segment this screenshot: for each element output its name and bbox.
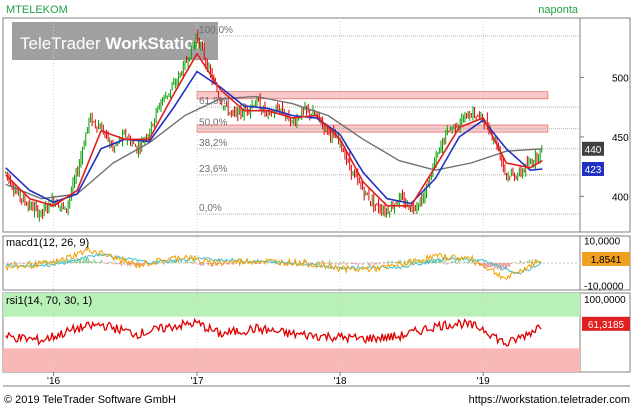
chart-interval: naponta	[538, 4, 579, 16]
macd-last-value-badge	[582, 251, 630, 266]
y-tick-label: 450	[612, 133, 629, 144]
rsi-last-value: 61,3185	[588, 320, 625, 331]
rsi-line	[5, 317, 542, 347]
panel-frame	[2, 17, 631, 233]
footer-url[interactable]: https://workstation.teletrader.com	[469, 394, 630, 406]
moving-average-fast-line	[5, 52, 543, 207]
macd-last-value: 1,8541	[591, 255, 622, 266]
watermark-bold: WorkStation	[105, 34, 205, 53]
last-price-label: 423	[585, 165, 602, 176]
y-tick-label: 500	[612, 73, 629, 84]
rsi-last-value-badge	[582, 316, 630, 331]
rsi-overbought-zone	[3, 293, 580, 317]
fibonacci-label: 50,0%	[199, 118, 227, 129]
watermark-prefix: TeleTrader	[20, 34, 105, 53]
moving-average-slow-line	[5, 95, 543, 200]
fibonacci-label: 0,0%	[199, 203, 222, 214]
last-price-label: 440	[585, 145, 602, 156]
x-tick-label: '18	[334, 376, 347, 387]
watermark: TeleTrader WorkStation	[12, 22, 218, 60]
macd-y-tick-label: 10,0000	[584, 237, 621, 248]
macd-line	[5, 245, 542, 281]
y-tick-label: 400	[612, 192, 629, 203]
fibonacci-zone	[196, 91, 549, 100]
fibonacci-label: 23,6%	[199, 164, 227, 175]
fibonacci-label: 38,2%	[199, 138, 227, 149]
last-price-badge	[582, 161, 604, 176]
svg-text:TeleTrader WorkStation: TeleTrader WorkStation	[20, 34, 205, 53]
moving-average-mid-line	[5, 70, 543, 205]
x-tick-label: '19	[477, 376, 490, 387]
chart-symbol: MTELEKOM	[6, 4, 68, 16]
x-tick-label: '16	[47, 376, 60, 387]
last-price-badge	[582, 141, 604, 156]
rsi-title: rsi1(14, 70, 30, 1)	[6, 295, 92, 307]
fibonacci-label: 61,8%	[199, 96, 227, 107]
macd-y-tick-label: -10,0000	[584, 282, 624, 293]
footer-copyright: © 2019 TeleTrader Software GmbH	[4, 394, 176, 406]
rsi-oversold-zone	[3, 348, 580, 372]
x-tick-label: '17	[191, 376, 204, 387]
macd-title: macd1(12, 26, 9)	[6, 237, 89, 249]
macd-signal-line	[5, 252, 542, 275]
fibonacci-label: 100,0%	[199, 25, 233, 36]
panel-frames	[2, 17, 631, 373]
rsi-y-tick-label: 100,0000	[584, 295, 626, 306]
